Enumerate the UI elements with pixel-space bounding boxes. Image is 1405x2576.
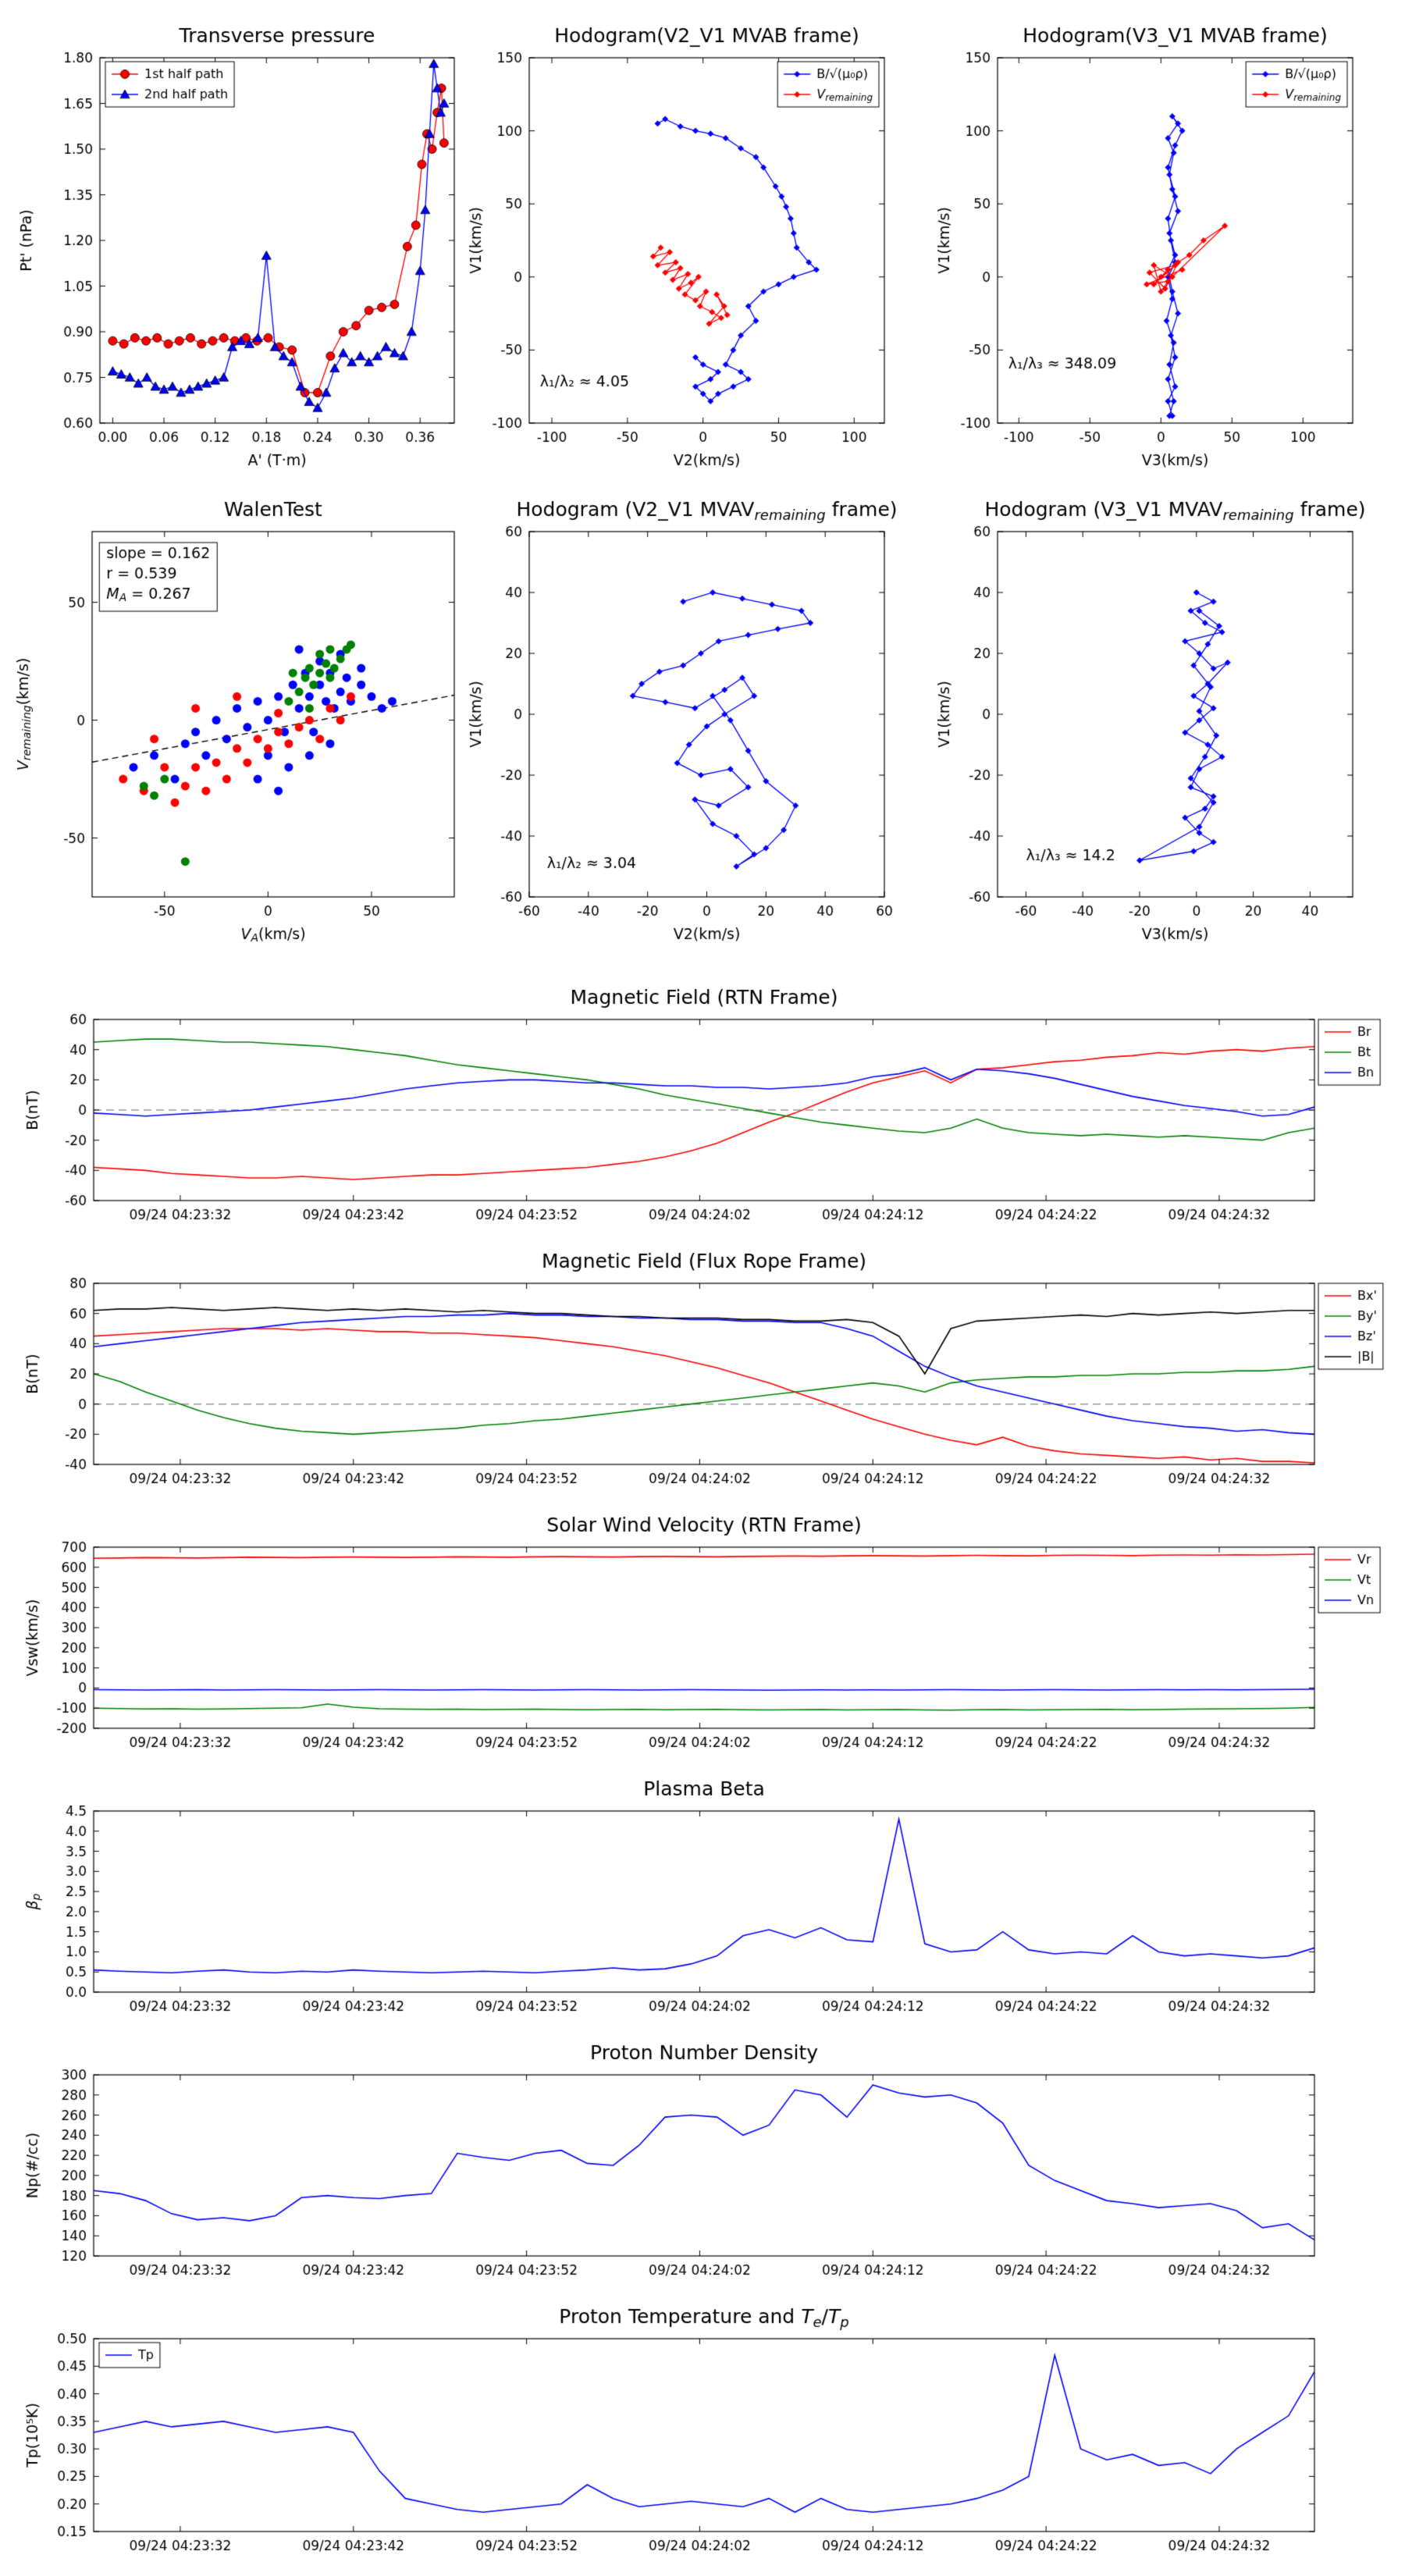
hodogram-v2v1-mvab-chart — [468, 14, 937, 476]
magnetic-field-flux-rope-chart — [0, 1240, 1405, 1497]
proton-number-density-chart — [0, 2031, 1405, 2289]
hodogram-v3v1-mvab-chart — [937, 14, 1405, 476]
plasma-beta-chart — [0, 1767, 1405, 2025]
hodogram-v3v1-mvav-chart — [937, 488, 1405, 950]
panel-walen-test — [0, 488, 468, 950]
panel-hodogram-v2v1-mvab — [468, 14, 937, 476]
panel-proton-number-density — [0, 2031, 1405, 2289]
panel-magnetic-field-rtn — [0, 976, 1405, 1233]
hodogram-v2v1-mvav-chart — [468, 488, 937, 950]
panel-hodogram-v2v1-mvav — [468, 488, 937, 950]
panel-plasma-beta — [0, 1767, 1405, 2025]
panel-solar-wind-velocity — [0, 1503, 1405, 1761]
panel-hodogram-v3v1-mvav — [937, 488, 1405, 950]
panel-proton-temperature — [0, 2295, 1405, 2564]
walen-test-chart — [0, 488, 468, 950]
panel-transverse-pressure — [0, 14, 468, 476]
solar-wind-velocity-chart — [0, 1503, 1405, 1761]
proton-temperature-chart — [0, 2295, 1405, 2564]
magnetic-field-rtn-chart — [0, 976, 1405, 1233]
panel-magnetic-field-flux-rope — [0, 1240, 1405, 1497]
transverse-pressure-chart — [0, 14, 468, 476]
panel-hodogram-v3v1-mvab — [937, 14, 1405, 476]
